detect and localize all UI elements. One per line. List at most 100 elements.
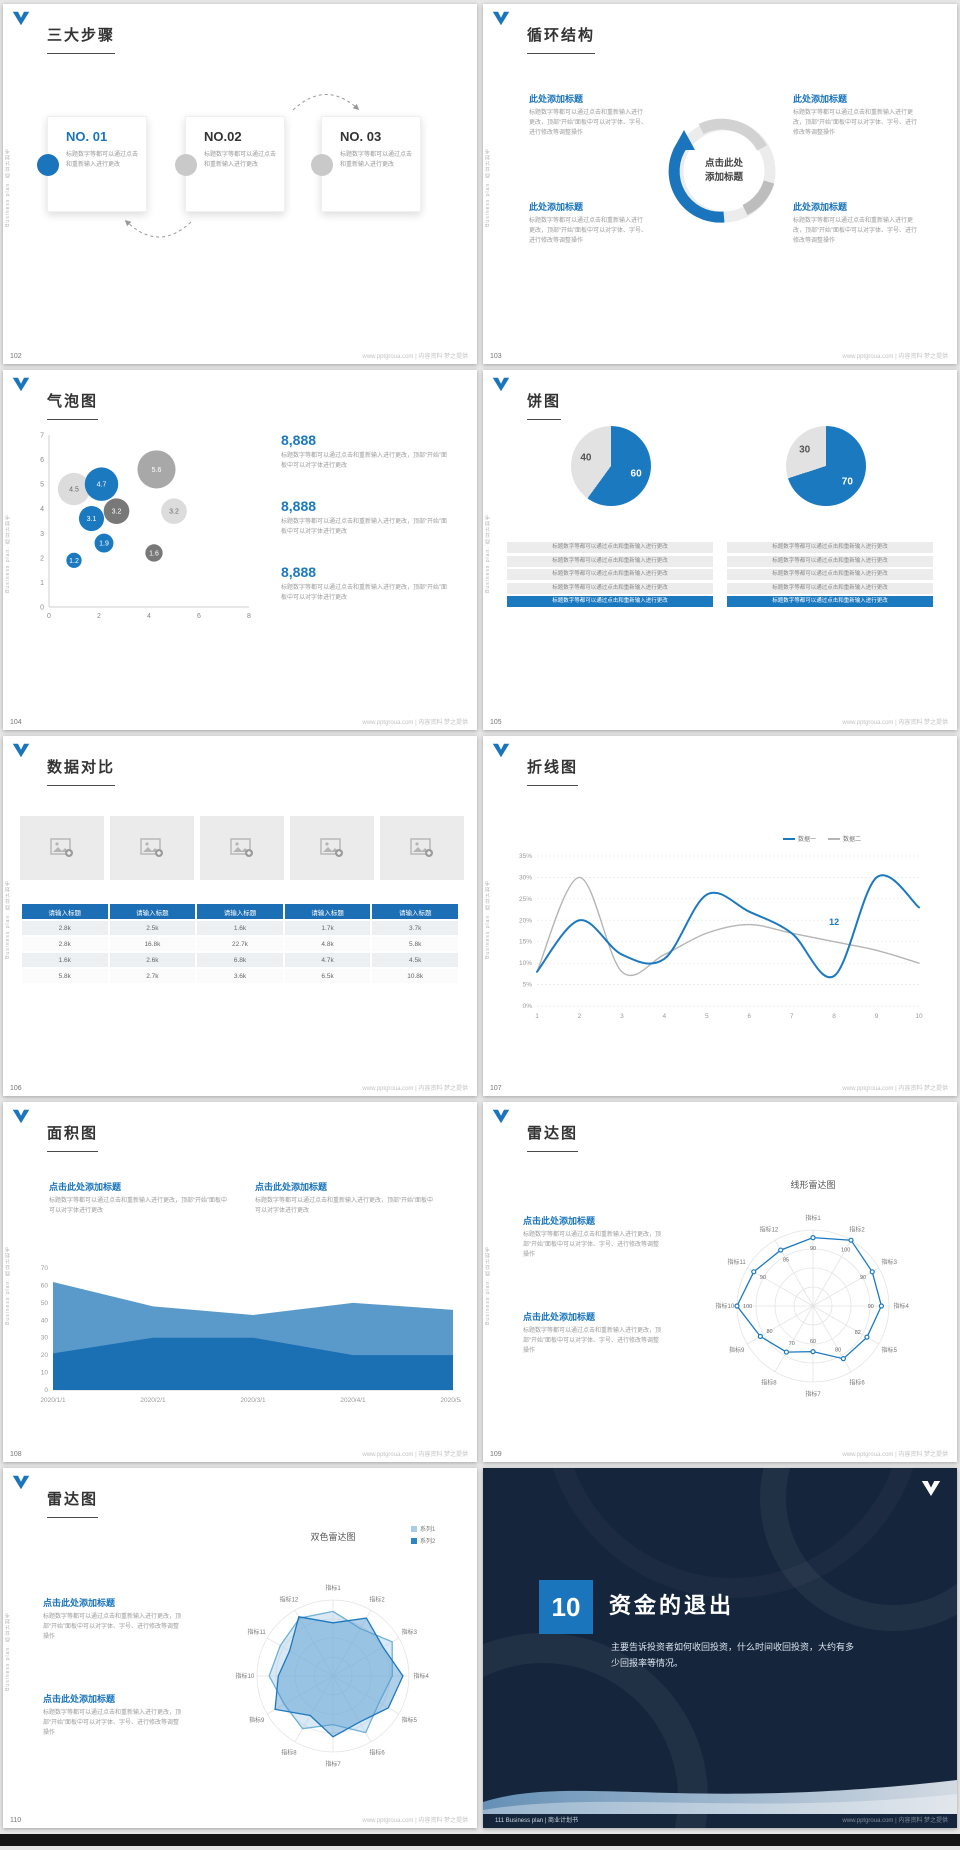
slide-104[interactable]: 气泡图 0 1 2 3 4 5 6 7 0 2 4 6 8 4.5 4.7 5.6 3.1 3.2 3.2 1.9 1.… xyxy=(3,370,477,730)
svg-text:指标11: 指标11 xyxy=(728,1258,747,1266)
radar-chart-subtitle: 线形雷达图 xyxy=(790,1180,836,1190)
table-cell: 4.8k xyxy=(284,937,371,951)
block-text: 标题数字等都可以通过点击和重新输入进行更改，顶部“开始”面板中可以对字体、字号、… xyxy=(43,1614,182,1640)
image-plus-icon xyxy=(140,838,163,857)
svg-text:指标12: 指标12 xyxy=(760,1226,779,1234)
page-number: 105 xyxy=(490,719,502,726)
step-text: 标题数字等都可以通过点击和重新输入进行更改 xyxy=(204,152,277,169)
text-block[interactable]: 点击此处添加标题 标题数字等都可以通过点击和重新输入进行更改，顶部“开始”面板中… xyxy=(523,1310,661,1357)
cycle-ring-icon xyxy=(668,118,776,223)
bubble-chart: 0 1 2 3 4 5 6 7 0 2 4 6 8 4.5 4.7 5.6 3.1 3.2 3.2 1.9 1.2 1.6 xyxy=(40,433,251,621)
step-card-2[interactable]: NO.02 标题数字等都可以通过点击和重新输入进行更改 xyxy=(175,116,285,212)
svg-text:指标3: 指标3 xyxy=(882,1258,898,1266)
sidebar-vertical-text: Business plan. 商业计划书 xyxy=(5,514,11,593)
slide-title: 三大步骤 xyxy=(47,24,116,54)
svg-text:80: 80 xyxy=(835,1347,841,1353)
slide-110[interactable]: 雷达图 双色雷达图 系列1 系列2 点击此处添加标题 标题数字等都可以通过点击和… xyxy=(3,1468,477,1828)
table-row: 5.8k 2.7k 3.6k 6.5k 10.8k xyxy=(22,969,458,983)
next-row-edge-strip xyxy=(0,1834,960,1846)
slide-title: 雷达图 xyxy=(527,1122,579,1152)
text-block[interactable]: 此处添加标题 标题数字等都可以通过点击和重新输入进行更改，顶部“开始”面板中可以… xyxy=(529,92,647,139)
svg-text:40: 40 xyxy=(41,1317,49,1324)
svg-text:指标12: 指标12 xyxy=(280,1596,299,1604)
slide-107[interactable]: 折线图 数据一 数据二 0% 5% 10% 15% 20% 25% 30% 35% 1 2 3 4 5 6… xyxy=(483,736,957,1096)
block-text: 标题数字等都可以通过点击和重新输入进行更改，顶部“开始”面板中可以对字体、字号、… xyxy=(523,1328,662,1354)
table-cell: 2.6k xyxy=(109,953,196,967)
image-plus-icon xyxy=(320,838,343,857)
slide-title: 循环结构 xyxy=(527,24,596,54)
slide-title: 饼图 xyxy=(527,390,562,420)
svg-text:1.2: 1.2 xyxy=(69,558,79,565)
dual-radar-chart: 指标1 指标2 指标3 指标4 指标5 指标6 指标7 指标8 指标9 指标10 指标11 指标12 xyxy=(235,1584,429,1768)
slide-106[interactable]: 数据对比 请输入标题 请输入标题 请输入标题 请输入标题 请输入标题 2.8k 2.5k 1.… xyxy=(3,736,477,1096)
svg-text:7: 7 xyxy=(790,1013,794,1020)
svg-text:2020/2/1: 2020/2/1 xyxy=(140,1397,166,1404)
text-block[interactable]: 此处添加标题 标题数字等都可以通过点击和重新输入进行更改，顶部“开始”面板中可以… xyxy=(793,92,921,139)
step-text: 标题数字等都可以通过点击和重新输入进行更改 xyxy=(66,152,139,169)
slide-102[interactable]: 三大步骤 NO. 01 标题数字等都可以通过点击和重新输入进行更改 NO.02 … xyxy=(3,4,477,364)
table-row: 2.8k 2.5k 1.6k 1.7k 3.7k xyxy=(22,921,458,935)
block-heading: 此处添加标题 xyxy=(793,202,848,212)
text-block[interactable]: 点击此处添加标题 标题数字等都可以通过点击和重新输入进行更改，顶部“开始”面板中… xyxy=(43,1692,181,1739)
slide-111[interactable]: 10 资金的退出 主要告诉投资者如何收回投资，什么时间收回投资，大约有多少回报率… xyxy=(483,1468,957,1828)
svg-text:指标6: 指标6 xyxy=(369,1748,385,1756)
text-block[interactable]: 点击此处添加标题 标题数字等都可以通过点击和重新输入进行更改，顶部“开始”面板中… xyxy=(255,1180,435,1217)
footer-site-text: www.pptgroua.com | 内容资料 梦之提供 xyxy=(362,1086,468,1092)
svg-text:0: 0 xyxy=(40,605,44,612)
stat-text: 标题数字等都可以通过点击和重新输入进行更改，顶部“开始”面板中可以对字体进行更改 xyxy=(281,453,447,469)
cycle-diagram[interactable]: 点击此处 添加标题 xyxy=(659,106,789,236)
table-header-cell: 请输入标题 xyxy=(197,904,283,919)
sidebar-vertical-text: Business plan. 商业计划书 xyxy=(485,1246,491,1325)
slide-109[interactable]: 雷达图 线形雷达图 点击此处添加标题 标题数字等都可以通过点击和重新输入进行更改… xyxy=(483,1102,957,1462)
svg-text:指标6: 指标6 xyxy=(849,1378,865,1386)
text-block[interactable]: 此处添加标题 标题数字等都可以通过点击和重新输入进行更改，顶部“开始”面板中可以… xyxy=(529,200,647,247)
step-text: 标题数字等都可以通过点击和重新输入进行更改 xyxy=(340,152,413,169)
radar-chart-subtitle: 双色雷达图 xyxy=(310,1532,356,1542)
step-card-1[interactable]: NO. 01 标题数字等都可以通过点击和重新输入进行更改 xyxy=(37,116,147,212)
step-accent-dot xyxy=(175,154,197,176)
page-number: 106 xyxy=(10,1085,22,1092)
sidebar-vertical-text: Business plan. 商业计划书 xyxy=(485,148,491,227)
svg-text:50: 50 xyxy=(41,1300,49,1307)
brand-logo-icon xyxy=(12,1475,30,1490)
step-card-3[interactable]: NO. 03 标题数字等都可以通过点击和重新输入进行更改 xyxy=(311,116,421,212)
text-block[interactable]: 此处添加标题 标题数字等都可以通过点击和重新输入进行更改，顶部“开始”面板中可以… xyxy=(793,200,921,247)
svg-text:4.7: 4.7 xyxy=(97,482,107,489)
image-placeholder[interactable] xyxy=(290,816,374,880)
svg-text:3: 3 xyxy=(40,531,44,538)
placeholder-row: 标题数字等都可以通过点击和重新输入进行更改 xyxy=(507,555,713,567)
stat-block[interactable]: 8,888 标题数字等都可以通过点击和重新输入进行更改，顶部“开始”面板中可以对… xyxy=(281,498,449,537)
block-text: 标题数字等都可以通过点击和重新输入进行更改，顶部“开始”面板中可以对字体、字号、… xyxy=(529,110,647,136)
stat-block[interactable]: 8,888 标题数字等都可以通过点击和重新输入进行更改，顶部“开始”面板中可以对… xyxy=(281,432,449,471)
block-text: 标题数字等都可以通过点击和重新输入进行更改，顶部“开始”面板中可以对字体、字号、… xyxy=(793,218,917,244)
slide-108[interactable]: 面积图 点击此处添加标题 标题数字等都可以通过点击和重新输入进行更改，顶部“开始… xyxy=(3,1102,477,1462)
image-placeholder[interactable] xyxy=(20,816,104,880)
image-placeholder[interactable] xyxy=(200,816,284,880)
svg-text:25%: 25% xyxy=(519,896,532,903)
pie-slice-label: 40 xyxy=(580,452,592,464)
text-block[interactable]: 点击此处添加标题 标题数字等都可以通过点击和重新输入进行更改，顶部“开始”面板中… xyxy=(43,1596,181,1643)
stat-block[interactable]: 8,888 标题数字等都可以通过点击和重新输入进行更改，顶部“开始”面板中可以对… xyxy=(281,564,449,603)
svg-text:90: 90 xyxy=(810,1246,816,1252)
block-text: 标题数字等都可以通过点击和重新输入进行更改，顶部“开始”面板中可以对字体、字号、… xyxy=(43,1710,182,1736)
slide-105[interactable]: 饼图 60 40 70 30 标题数字等都可以通过点击和重新输入进行更改 标题数字等都… xyxy=(483,370,957,730)
svg-text:指标10: 指标10 xyxy=(235,1672,254,1680)
chart-legend: 数据一 数据二 xyxy=(783,834,861,843)
text-block[interactable]: 点击此处添加标题 标题数字等都可以通过点击和重新输入进行更改，顶部“开始”面板中… xyxy=(523,1214,661,1261)
svg-text:20: 20 xyxy=(41,1352,49,1359)
image-placeholder[interactable] xyxy=(110,816,194,880)
table-row: 2.8k 16.8k 22.7k 4.8k 5.8k xyxy=(22,937,458,951)
slide-103[interactable]: 循环结构 此处添加标题 标题数字等都可以通过点击和重新输入进行更改，顶部“开始”… xyxy=(483,4,957,364)
block-text: 标题数字等都可以通过点击和重新输入进行更改，顶部“开始”面板中可以对字体、字号、… xyxy=(793,110,917,136)
placeholder-row: 标题数字等都可以通过点击和重新输入进行更改 xyxy=(727,582,933,594)
legend-square-swatch xyxy=(411,1526,417,1533)
brand-logo-icon xyxy=(12,11,30,26)
table-cell: 6.5k xyxy=(284,969,371,983)
image-placeholder[interactable] xyxy=(380,816,464,880)
page-number: 103 xyxy=(490,353,502,360)
table-cell: 4.7k xyxy=(284,953,371,967)
text-block[interactable]: 点击此处添加标题 标题数字等都可以通过点击和重新输入进行更改，顶部“开始”面板中… xyxy=(49,1180,229,1217)
brand-logo-icon xyxy=(492,1109,510,1124)
svg-text:20%: 20% xyxy=(519,917,532,924)
svg-text:指标10: 指标10 xyxy=(715,1302,734,1310)
